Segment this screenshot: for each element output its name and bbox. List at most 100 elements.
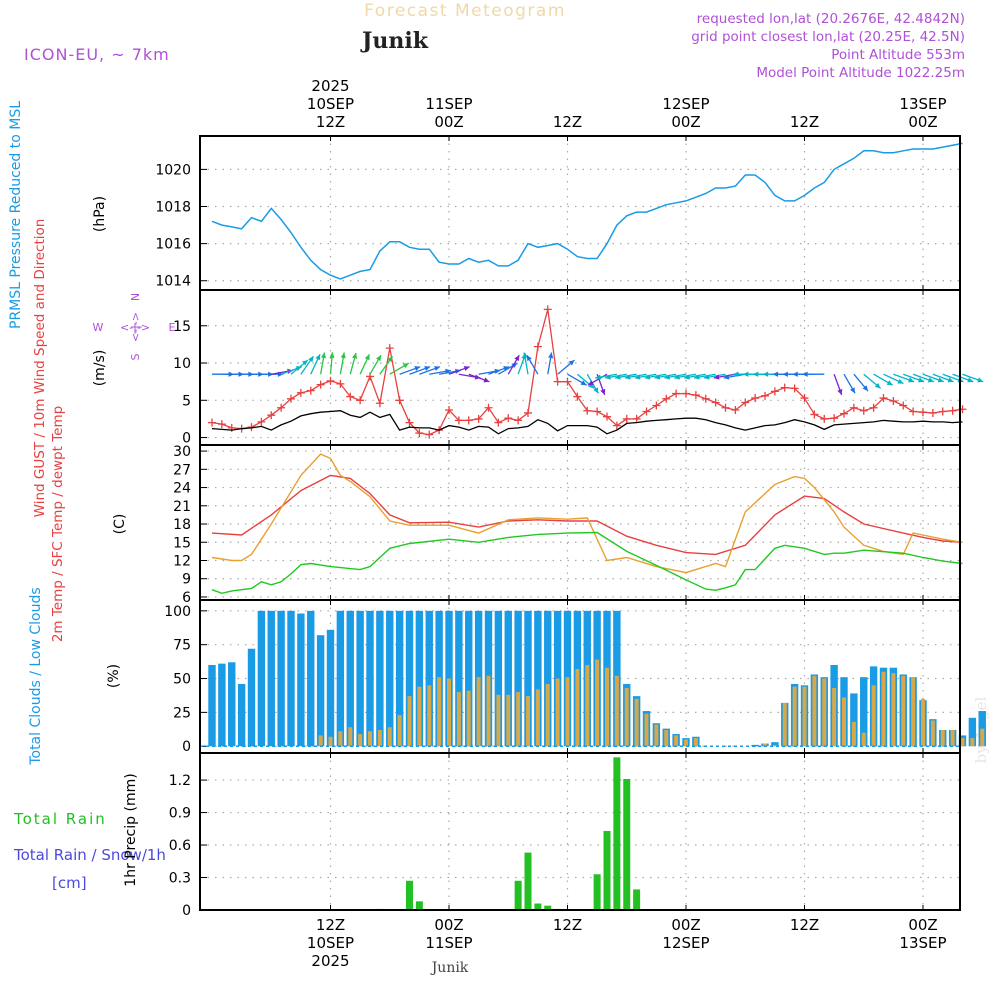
wind-arrow	[683, 373, 706, 380]
low-cloud-bar	[585, 664, 590, 747]
low-cloud-bar	[891, 673, 896, 747]
low-cloud-bar	[486, 675, 491, 747]
low-cloud-bar	[555, 678, 560, 747]
low-cloud-bar	[328, 736, 333, 747]
wind-arrow	[389, 362, 410, 375]
wind-arrow	[319, 352, 327, 375]
wind-arrow	[693, 373, 716, 380]
wind-arrow-head	[600, 388, 606, 395]
wind-arrow	[409, 366, 431, 375]
total-cloud-bar	[524, 610, 532, 747]
gridpoint-coords: grid point closest lon,lat (20.25E, 42.5…	[691, 29, 965, 45]
gust-marker	[425, 430, 434, 439]
snow-label: Total Rain / Snow/1h	[13, 846, 166, 864]
wind-arrow-head	[693, 374, 700, 380]
low-cloud-bar	[763, 743, 767, 747]
wind-arrow-head	[605, 374, 611, 380]
wind-arrow-head	[580, 380, 587, 386]
model-altitude: Model Point Altitude 1022.25m	[756, 65, 965, 81]
wind-arrow	[614, 373, 637, 380]
low-cloud-bar	[911, 677, 916, 747]
wind-arrow	[576, 373, 595, 389]
wind-arrow-head	[364, 354, 370, 361]
bottom-time-label: 00Z	[671, 916, 700, 934]
model-label: ICON-EU, ~ 7km	[24, 45, 170, 64]
total-cloud-bar	[494, 610, 503, 747]
gust-marker	[395, 396, 404, 405]
y-tick-label: 1020	[155, 162, 191, 178]
low-cloud-bar	[506, 694, 511, 747]
gust-marker	[296, 388, 305, 397]
bottom-time-label: 10SEP	[307, 934, 354, 952]
gust-marker	[780, 383, 789, 392]
wind-arrow	[310, 353, 321, 375]
wind-arrow	[359, 353, 371, 375]
total-cloud-bar	[218, 663, 226, 747]
cloud-unit: (%)	[106, 664, 122, 688]
low-cloud-bar	[565, 677, 570, 747]
gust-marker	[869, 403, 878, 412]
y-tick-label: 75	[173, 638, 191, 654]
wind-arrow-head	[772, 371, 779, 377]
gust-marker	[622, 414, 631, 423]
wind-arrow	[329, 352, 335, 375]
precip-unit: 1hr Precip (mm)	[123, 773, 139, 886]
gust-marker	[445, 405, 453, 414]
low-cloud-bar	[664, 729, 669, 747]
gust-marker	[217, 420, 226, 429]
wind-arrow-head	[703, 374, 710, 380]
wind-arrow	[922, 373, 944, 383]
total-cloud-bar	[405, 610, 414, 747]
wind-arrow-head	[752, 371, 759, 377]
total-cloud-bar	[465, 610, 473, 747]
wind-arrow-head	[352, 352, 358, 359]
y-tick-label: 1014	[155, 274, 191, 290]
requested-coords: requested lon,lat (20.2676E, 42.4842N)	[697, 11, 965, 27]
wind-arrow-head	[947, 377, 954, 383]
gust-marker	[691, 391, 700, 400]
rain-bar	[524, 852, 532, 910]
y-tick-label: 0.9	[169, 806, 191, 822]
wind-arrow	[674, 373, 696, 380]
total-cloud-bar	[257, 610, 266, 747]
wind-arrow-head	[315, 354, 321, 361]
wind-arrow-head	[514, 355, 520, 362]
low-cloud-bar	[634, 698, 639, 747]
wind-arrow-head	[967, 377, 974, 383]
total-cloud-bar	[386, 610, 394, 747]
wind-arrow	[557, 359, 575, 375]
wind-arrow	[290, 359, 309, 375]
wind-arrow	[912, 373, 935, 383]
low-cloud-bar	[496, 694, 501, 747]
gust-marker	[454, 416, 463, 425]
wind-arrow	[419, 366, 441, 375]
wind-arrow-head	[595, 374, 601, 380]
wind-arrow	[952, 373, 974, 383]
wind-arrow-head	[644, 374, 651, 380]
wind-arrow	[604, 373, 627, 380]
low-cloud-bar	[368, 731, 372, 747]
rain-bar	[623, 778, 631, 910]
gust-marker	[603, 412, 611, 421]
wind-arrow-head	[802, 371, 808, 377]
wind-arrow	[488, 366, 510, 375]
y-tick-label: 24	[173, 481, 191, 497]
wind-arrow	[526, 354, 539, 375]
wind-arrow-head	[723, 374, 730, 380]
gust-marker	[533, 342, 542, 351]
total-cloud-bar	[860, 677, 868, 747]
top-time-label: 11SEP	[425, 95, 472, 113]
low-cloud-bar	[832, 688, 837, 747]
wind-arrow	[883, 373, 904, 385]
wind-arrow	[379, 355, 394, 375]
gust-marker	[257, 417, 266, 426]
total-cloud-bar	[455, 610, 463, 747]
wind-arrow	[644, 373, 667, 380]
wind-arrow-head	[927, 377, 934, 383]
gust-marker	[336, 379, 345, 388]
wind-arrow-head	[713, 374, 720, 380]
total-cloud-bar	[366, 610, 374, 747]
total-cloud-bar	[247, 648, 256, 747]
top-time-label: 13SEP	[899, 95, 946, 113]
low-cloud-bar	[338, 731, 343, 747]
